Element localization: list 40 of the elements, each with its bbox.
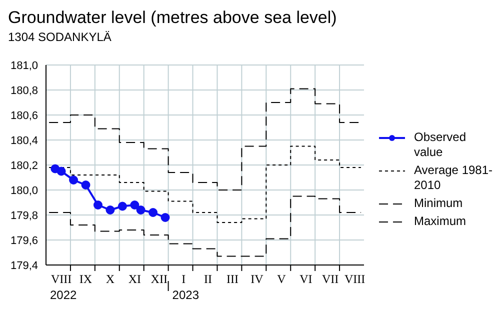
y-tick-label: 179,8 (10, 210, 38, 222)
point (160, 213, 170, 222)
y-tick-label: 179,4 (10, 260, 38, 272)
x-tick-label: X (106, 272, 115, 286)
x-tick-label: I (182, 272, 186, 286)
y-tick-label: 180,0 (10, 184, 38, 197)
chart-title: Groundwater level (metres above sea level) (8, 8, 337, 28)
x-tick-label: VIII (344, 272, 366, 286)
y-tick-label: 180,2 (10, 160, 38, 172)
chart-subtitle: 1304 SODANKYLÄ (8, 30, 112, 44)
x-tick-label: XI (128, 272, 142, 286)
x-tick-label: III (226, 272, 239, 286)
point (93, 200, 102, 210)
legend-label: Observed value (414, 130, 468, 160)
point (56, 166, 66, 176)
y-tick-label: 180,6 (10, 110, 38, 122)
point (81, 180, 90, 190)
point (106, 206, 115, 214)
x-tick-label: IV (250, 272, 264, 286)
x-tick-label: II (204, 272, 212, 286)
x-tick-label: VII (322, 272, 339, 286)
y-tick-label: 181,0 (10, 60, 38, 72)
y-tick-label: 180,4 (10, 134, 38, 147)
text: 2023 (172, 288, 200, 302)
x-tick-label: XII (150, 272, 168, 286)
x-tick-label: V (277, 272, 286, 286)
legend-label: Minimum (414, 196, 464, 211)
y-tick-label: 179,6 (10, 234, 38, 247)
x-tick-label: VIII (50, 272, 72, 286)
legend-label: Average 1981-2010 (414, 163, 494, 193)
x-tick-label: VI (300, 272, 312, 286)
x-tick-label: IX (79, 272, 92, 286)
point (130, 200, 140, 210)
point (148, 208, 158, 217)
point (69, 176, 78, 184)
text: 2022 (50, 288, 78, 302)
legend-label: Maximum (414, 214, 468, 229)
y-tick-label: 180,8 (10, 84, 38, 97)
point (118, 202, 127, 211)
point (136, 206, 146, 214)
